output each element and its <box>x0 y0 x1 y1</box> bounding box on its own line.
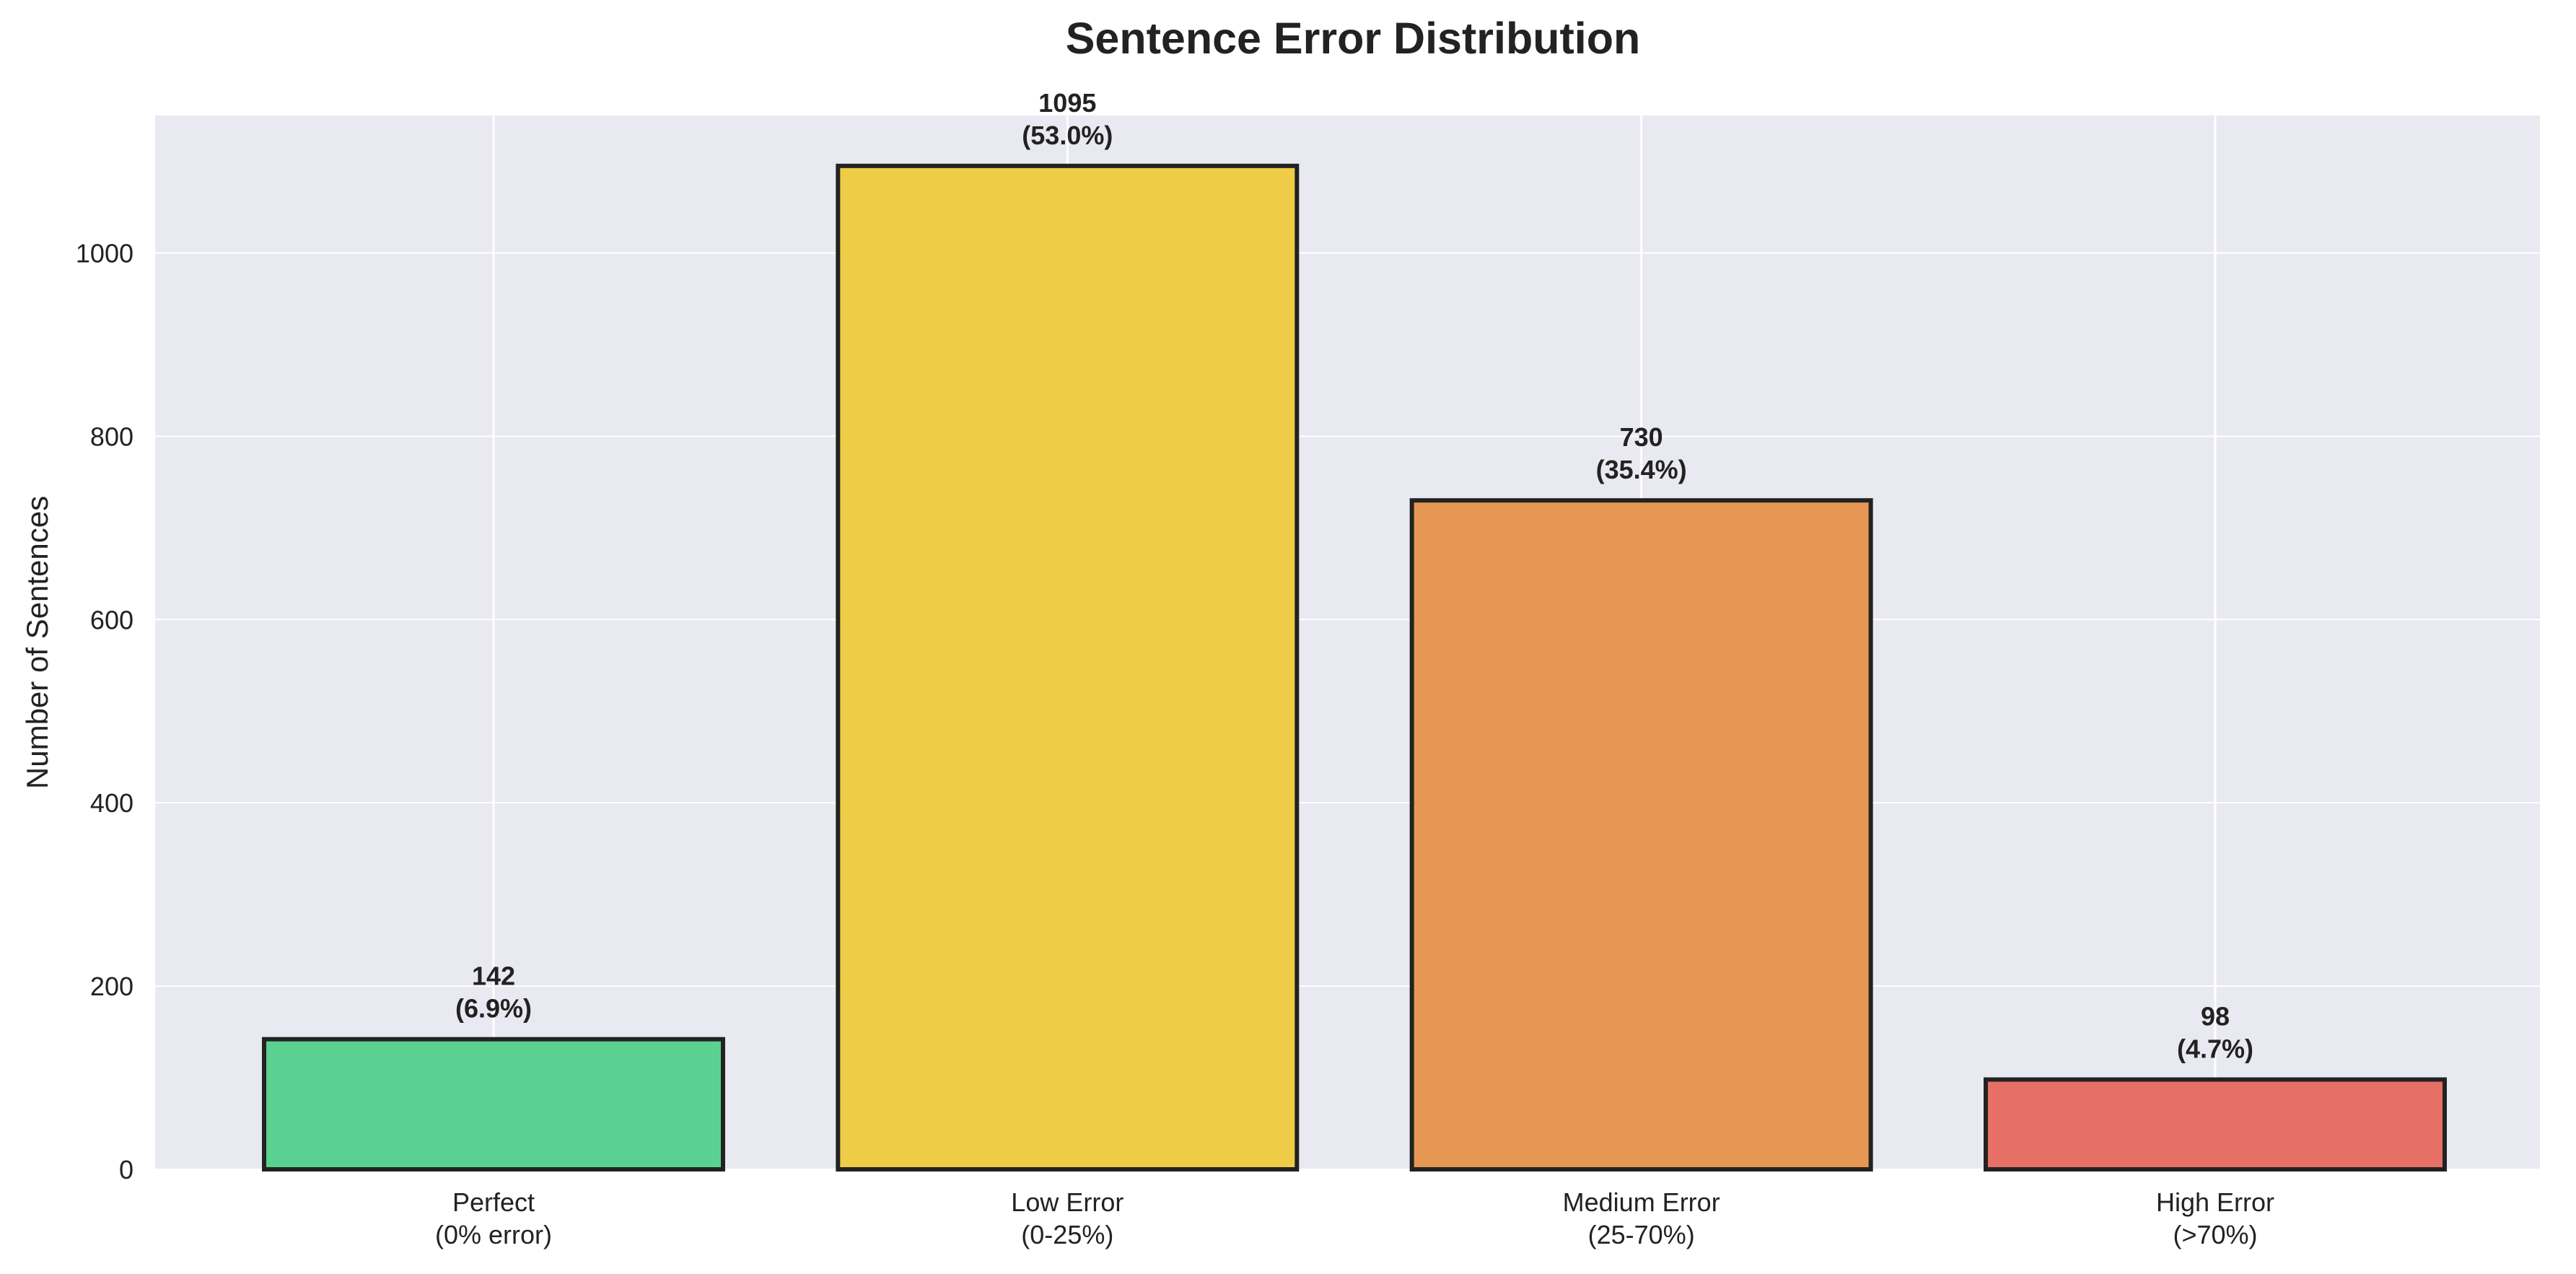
bar <box>836 163 1300 1172</box>
x-tick-sublabel: (0% error) <box>435 1220 552 1249</box>
data-label-value: 142 <box>472 961 515 991</box>
bar <box>1409 498 1873 1172</box>
x-tick-label: Medium Error <box>1563 1187 1720 1217</box>
bar <box>1984 1077 2447 1172</box>
chart-title: Sentence Error Distribution <box>1066 14 1641 63</box>
y-tick-label: 0 <box>119 1155 133 1184</box>
data-label-percent: (6.9%) <box>455 994 532 1024</box>
y-tick-label: 1000 <box>76 238 133 268</box>
y-axis-label: Number of Sentences <box>20 496 54 789</box>
x-tick-sublabel: (25-70%) <box>1588 1220 1695 1249</box>
y-tick-label: 600 <box>90 605 133 634</box>
x-tick-label: High Error <box>2156 1187 2274 1217</box>
data-label-percent: (53.0%) <box>1022 121 1113 150</box>
y-tick-label: 200 <box>90 972 133 1001</box>
data-label-percent: (4.7%) <box>2177 1034 2253 1064</box>
data-label-percent: (35.4%) <box>1596 455 1687 484</box>
plot-background <box>155 115 2540 1169</box>
data-label-value: 98 <box>2201 1002 2230 1031</box>
x-tick-sublabel: (>70%) <box>2173 1220 2257 1249</box>
y-tick-label: 400 <box>90 788 133 818</box>
data-label-value: 1095 <box>1038 88 1096 118</box>
x-axis-ticks: Perfect (0% error) Low Error (0-25%) Medium … <box>435 1187 2274 1249</box>
x-tick-label: Perfect <box>452 1187 535 1217</box>
x-tick-label: Low Error <box>1011 1187 1123 1217</box>
bars <box>262 163 2447 1172</box>
bar <box>262 1037 725 1172</box>
x-tick-sublabel: (0-25%) <box>1021 1220 1113 1249</box>
y-axis-ticks: 0 200 400 600 800 1000 <box>76 238 133 1184</box>
data-label-value: 730 <box>1620 422 1663 452</box>
y-tick-label: 800 <box>90 422 133 451</box>
data-labels: 142(6.9%) 1095 (53.0%) 730 (35.4%) 98 (4.7%) <box>455 88 2253 1064</box>
